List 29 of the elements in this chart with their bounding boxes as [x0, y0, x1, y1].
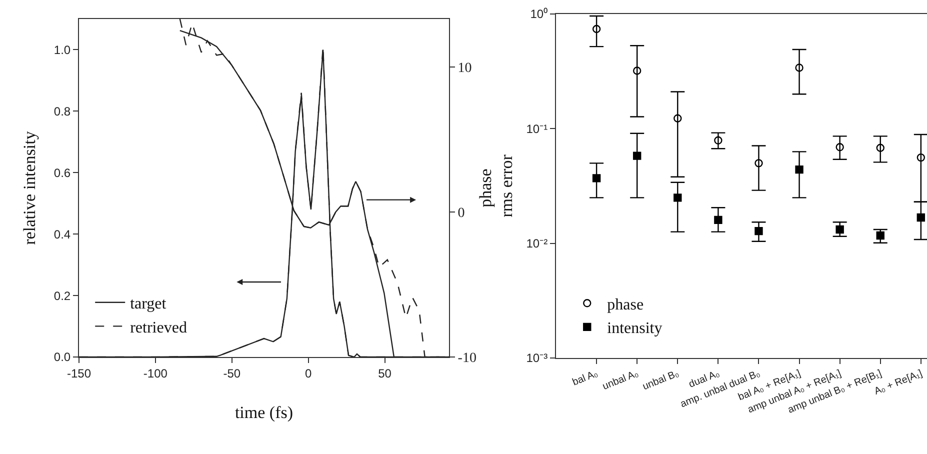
legend-label: target — [130, 296, 167, 313]
x-tick-label: bal A₀ — [570, 368, 600, 388]
y-axis-title: relative intensity — [20, 130, 39, 245]
y-tick-label: 0.0 — [54, 350, 71, 364]
y-tick-label: 1.0 — [54, 42, 71, 57]
y2-axis-title: phase — [476, 168, 495, 208]
legend-label: intensity — [607, 320, 662, 338]
x-tick-label: -100 — [143, 366, 168, 380]
x-tick-label: -150 — [66, 366, 92, 380]
y-tick-label: 10⁻² — [526, 236, 548, 251]
y-tick-label: 0.2 — [54, 288, 71, 303]
legend-label: retrieved — [130, 319, 187, 336]
y-tick-label: 0.6 — [54, 166, 71, 180]
x-tick-label: unbal B₀ — [641, 368, 681, 393]
y2-tick-label: -10 — [458, 350, 476, 366]
y-tick-label: 10⁻¹ — [526, 122, 548, 136]
y-tick-label: 0.8 — [54, 104, 71, 118]
legend-label: phase — [607, 296, 644, 314]
y-tick-label: 10⁰ — [530, 7, 548, 22]
x-tick-label: 0 — [304, 366, 312, 380]
x-tick-label: 50 — [378, 366, 392, 380]
y2-tick-label: 0 — [458, 206, 465, 221]
x-axis-title: time (fs) — [234, 403, 294, 422]
y-tick-label: 10⁻³ — [526, 351, 548, 366]
y2-tick-label: 10 — [458, 60, 472, 76]
y-axis-title: rms error — [497, 154, 516, 218]
y-tick-label: 0.4 — [54, 227, 71, 242]
x-tick-label: unbal A₀ — [601, 368, 640, 392]
x-tick-label: -50 — [223, 366, 241, 380]
